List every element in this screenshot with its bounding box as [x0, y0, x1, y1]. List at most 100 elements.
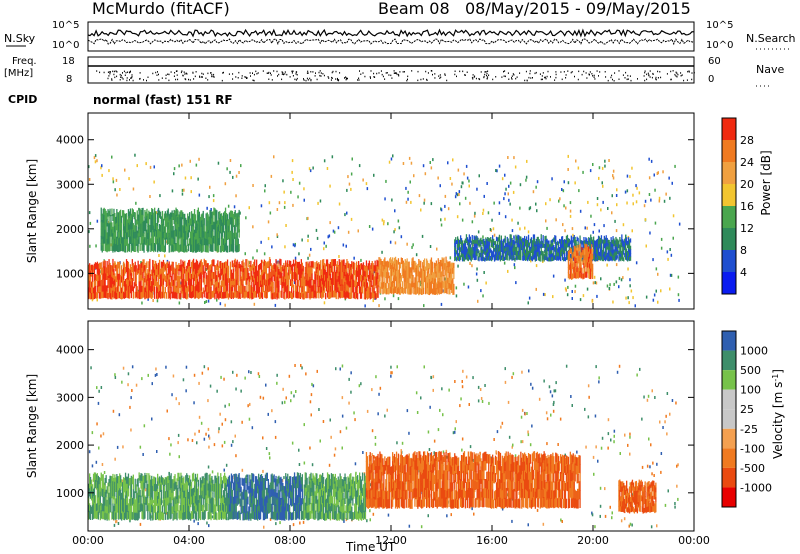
- scatter-cell: [256, 284, 258, 292]
- scatter-cell: [177, 264, 179, 271]
- scatter-cell: [269, 259, 271, 267]
- scatter-cell: [130, 220, 132, 227]
- scatter-cell: [231, 278, 233, 286]
- scatter-cell: [220, 261, 222, 268]
- scatter-cell: [495, 252, 498, 257]
- speckle-dot: [297, 195, 299, 199]
- speckle-dot: [483, 194, 485, 198]
- scatter-cell: [108, 224, 110, 232]
- scatter-cell: [525, 238, 527, 243]
- scatter-cell: [102, 215, 104, 224]
- nave-dot: [594, 78, 596, 80]
- scatter-cell: [163, 213, 166, 221]
- scatter-cell: [555, 255, 557, 260]
- speckle-dot: [574, 181, 576, 185]
- scatter-cell: [294, 284, 297, 292]
- scatter-cell: [259, 280, 262, 287]
- scatter-cell: [137, 239, 139, 247]
- scatter-cell: [594, 247, 596, 252]
- scatter-cell: [411, 275, 413, 282]
- scatter-cell: [211, 211, 213, 219]
- scatter-cell: [504, 235, 506, 241]
- scatter-cell: [203, 277, 205, 285]
- scatter-cell: [592, 253, 594, 260]
- scatter-cell: [115, 281, 117, 289]
- scatter-cell: [367, 274, 369, 282]
- scatter-cell: [489, 252, 491, 258]
- speckle-dot: [449, 177, 452, 180]
- scatter-cell: [240, 276, 242, 283]
- scatter-cell: [406, 258, 408, 265]
- scatter-cell: [242, 278, 244, 286]
- scatter-cell: [585, 244, 587, 251]
- scatter-cell: [385, 282, 387, 289]
- scatter-cell: [180, 210, 182, 218]
- speckle-dot: [171, 189, 174, 193]
- speckle-dot: [471, 220, 474, 224]
- speckle-dot: [358, 164, 361, 168]
- scatter-cell: [443, 275, 445, 282]
- nave-dot: [691, 78, 693, 81]
- scatter-cell: [527, 240, 529, 244]
- scatter-cell: [308, 285, 310, 293]
- scatter-cell: [562, 243, 565, 248]
- scatter-cell: [532, 238, 535, 244]
- scatter-cell: [627, 254, 629, 259]
- scatter-cell: [118, 245, 120, 253]
- scatter-cell: [267, 285, 269, 293]
- scatter-cell: [204, 244, 206, 252]
- scatter-cell: [584, 260, 586, 267]
- scatter-cell: [174, 280, 176, 287]
- nave-dot: [201, 72, 203, 75]
- scatter-cell: [160, 273, 163, 281]
- nave-dot: [382, 75, 384, 78]
- speckle-dot: [578, 189, 580, 193]
- scatter-cell: [541, 244, 543, 248]
- scatter-cell: [237, 263, 239, 271]
- scatter-cell: [100, 221, 102, 230]
- scatter-cell: [628, 252, 630, 257]
- scatter-cell: [385, 266, 387, 273]
- scatter-cell: [518, 243, 520, 248]
- scatter-cell: [112, 258, 114, 266]
- scatter-cell: [226, 278, 229, 286]
- scatter-cell: [153, 219, 155, 227]
- scatter-cell: [226, 259, 229, 267]
- scatter-cell: [573, 266, 575, 273]
- scatter-cell: [411, 264, 413, 271]
- scatter-cell: [537, 236, 539, 242]
- scatter-cell: [103, 284, 105, 292]
- scatter-cell: [296, 273, 299, 281]
- scatter-cell: [177, 244, 179, 252]
- scatter-cell: [212, 278, 214, 286]
- scatter-cell: [482, 242, 484, 247]
- scatter-cell: [145, 211, 147, 219]
- scatter-cell: [530, 256, 533, 261]
- scatter-cell: [587, 240, 589, 245]
- scatter-cell: [599, 237, 602, 243]
- scatter-cell: [164, 275, 166, 282]
- scatter-cell: [516, 240, 518, 245]
- scatter-cell: [616, 254, 618, 260]
- scatter-cell: [224, 237, 226, 246]
- scatter-cell: [392, 277, 395, 284]
- scatter-cell: [275, 278, 277, 285]
- scatter-cell: [418, 270, 420, 277]
- scatter-cell: [498, 234, 501, 240]
- scatter-cell: [205, 272, 207, 280]
- scatter-cell: [170, 264, 172, 271]
- nave-dot: [484, 73, 486, 76]
- scatter-cell: [116, 222, 118, 231]
- scatter-cell: [597, 235, 600, 241]
- scatter-cell: [264, 267, 267, 274]
- scatter-cell: [256, 290, 258, 298]
- scatter-cell: [262, 261, 265, 269]
- nave-dot: [123, 70, 125, 73]
- scatter-region-1: [378, 256, 455, 296]
- scatter-cell: [610, 248, 612, 253]
- scatter-cell: [365, 266, 368, 274]
- scatter-cell: [558, 249, 560, 254]
- scatter-cell: [287, 291, 289, 298]
- scatter-cell: [188, 266, 190, 274]
- scatter-cell: [347, 291, 349, 299]
